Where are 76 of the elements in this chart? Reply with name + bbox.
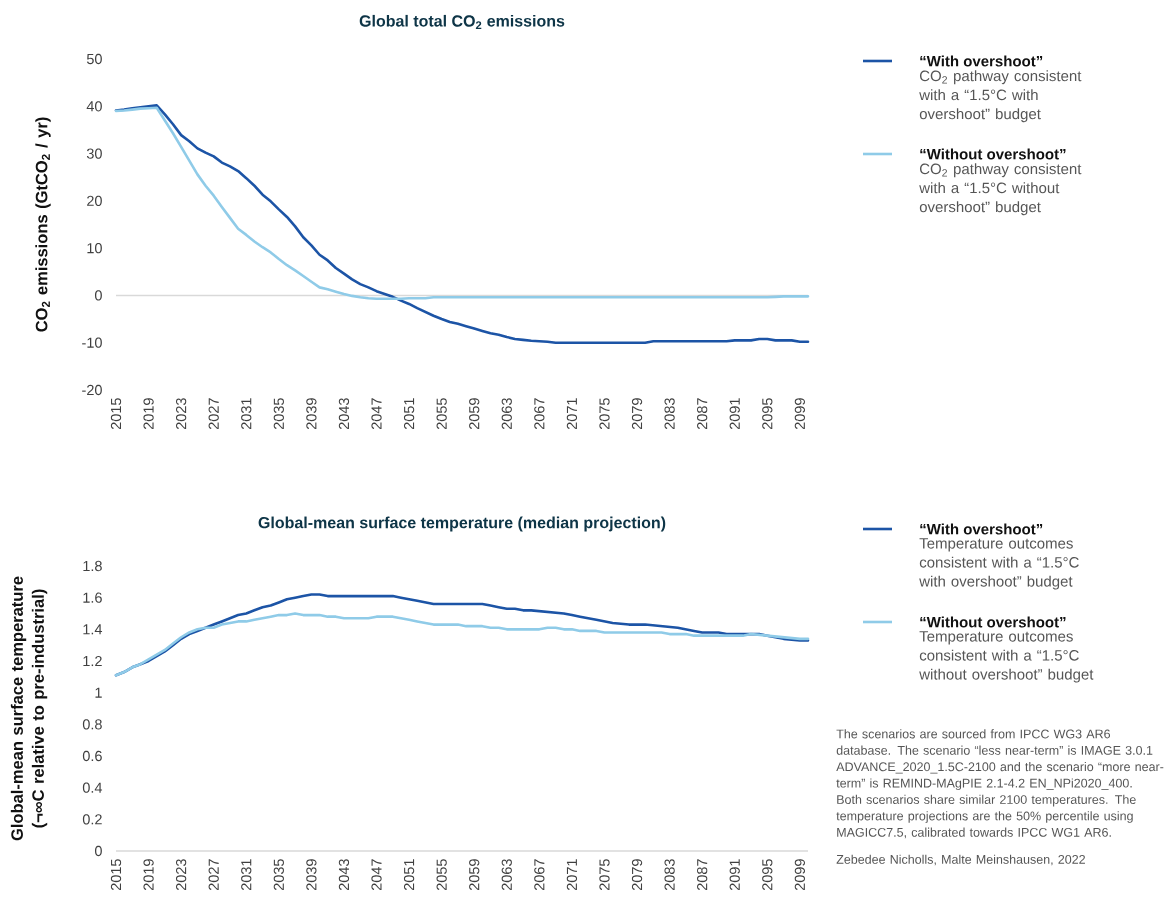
y-tick-label: 1.2 — [83, 655, 102, 667]
x-tick-label: 2075 — [599, 398, 610, 430]
x-tick-label: 2087 — [697, 859, 708, 891]
x-tick-label: 2027 — [208, 398, 219, 430]
legend-label: “With overshoot” — [920, 523, 1043, 535]
x-tick-label: 2087 — [697, 398, 708, 430]
chart-title: Global total CO$_{2}$ emissions — [359, 14, 565, 30]
x-tick-label: 2067 — [534, 859, 545, 891]
y-tick-label: 50 — [86, 53, 102, 65]
x-tick-label: 2031 — [241, 398, 252, 430]
x-tick-label: 2015 — [110, 859, 122, 891]
text: CO$_{2}$ pathway consistent with a “1.5°C without overshoot” budget — [919, 163, 1082, 216]
x-tick-label: 2051 — [403, 859, 415, 891]
x-tick-label: 2071 — [566, 859, 578, 891]
y-tick-label: 1 — [95, 687, 102, 698]
legend-label: “Without overshoot” — [920, 616, 1066, 628]
x-tick-label: 2083 — [664, 859, 675, 891]
x-tick-label: 2059 — [469, 398, 480, 430]
y-tick-label: 20 — [87, 195, 102, 206]
x-tick-label: 2015 — [110, 398, 122, 430]
x-tick-label: 2075 — [599, 859, 610, 891]
x-tick-label: 2035 — [273, 398, 284, 430]
x-tick-label: 2019 — [143, 398, 154, 430]
text: CO$_{2}$ pathway consistent with a “1.5°C with overshoot” budget — [919, 70, 1082, 123]
y-tick-label: 0 — [94, 845, 102, 857]
x-tick-label: 2099 — [794, 398, 805, 430]
text: Temperature outcomes consistent with a “1.5°C without overshoot” budget — [919, 631, 1094, 683]
x-tick-label: 2043 — [338, 859, 350, 891]
x-tick-label: 2047 — [371, 398, 382, 430]
x-tick-label: 2023 — [176, 398, 187, 430]
x-tick-label: 2083 — [664, 398, 675, 430]
x-tick-label: 2091 — [729, 398, 740, 430]
x-tick-label: 2099 — [794, 859, 805, 891]
x-tick-label: 2079 — [631, 859, 643, 891]
legend-label: “With overshoot” — [920, 55, 1043, 67]
y-axis-title: CO$_{2}$ emissions (GtCO$_{2}$ / yr) — [35, 117, 51, 332]
x-tick-label: 2043 — [338, 398, 350, 430]
x-tick-label: 2023 — [176, 859, 187, 891]
y-tick-label: 10 — [87, 243, 102, 254]
x-tick-label: 2095 — [762, 859, 773, 891]
y-tick-label: 40 — [86, 101, 102, 112]
x-tick-label: 2039 — [306, 859, 317, 891]
x-tick-label: 2039 — [306, 398, 317, 430]
x-tick-label: 2047 — [371, 859, 382, 891]
x-tick-label: 2055 — [436, 859, 447, 891]
x-tick-label: 2063 — [501, 859, 512, 891]
y-tick-label: 1.6 — [83, 592, 102, 603]
y-tick-label: 30 — [86, 148, 102, 159]
text: The scenarios are sourced from IPCC WG3 AR6 database. The scenario “less near-term” is IMAGE 3.0.1 ADVANCE_2020_1.5C-2100 and the scenario “more near-term” is REMIND-MAgPIE 2.1-4.2 EN_NPi2020_400. Both scenarios share similar 2100 temperatures. The temperature projections are the 50% percentile using MAGICC7.5, calibrated towards IPCC WG1 AR6. — [836, 729, 1164, 839]
text: Zebedee Nicholls, Malte Meinshausen, 2022 — [836, 854, 1085, 866]
y-tick-label: 1.8 — [83, 560, 102, 572]
x-tick-label: 2079 — [631, 398, 643, 430]
chart-title: Global-mean surface temperature (median projection) — [258, 516, 666, 532]
x-tick-label: 2059 — [469, 859, 480, 891]
x-tick-label: 2095 — [762, 398, 773, 430]
y-tick-label: 0.4 — [82, 782, 103, 793]
y-tick-label: 0.8 — [82, 719, 102, 730]
y-tick-label: 1.4 — [83, 624, 103, 635]
x-tick-label: 2055 — [436, 398, 447, 430]
x-tick-label: 2091 — [729, 859, 740, 891]
x-tick-label: 2063 — [501, 398, 512, 430]
y-tick-label: -20 — [82, 384, 102, 396]
x-tick-label: 2035 — [273, 859, 284, 891]
x-tick-label: 2019 — [143, 859, 154, 891]
y-axis-title: Global-mean surface temperature (¬∞C relative to pre-industrial) — [10, 576, 48, 841]
text: Temperature outcomes consistent with a “1.5°C with overshoot” budget — [919, 538, 1079, 590]
y-tick-label: 0.2 — [82, 814, 102, 825]
x-tick-label: 2067 — [534, 398, 545, 430]
y-tick-label: 0 — [94, 290, 102, 301]
x-tick-label: 2031 — [241, 859, 252, 891]
x-tick-label: 2027 — [208, 859, 219, 891]
legend-label: “Without overshoot” — [920, 148, 1066, 160]
x-tick-label: 2051 — [403, 398, 415, 430]
x-tick-label: 2071 — [566, 398, 578, 430]
y-tick-label: 0.6 — [82, 750, 102, 762]
y-tick-label: -10 — [82, 337, 102, 348]
